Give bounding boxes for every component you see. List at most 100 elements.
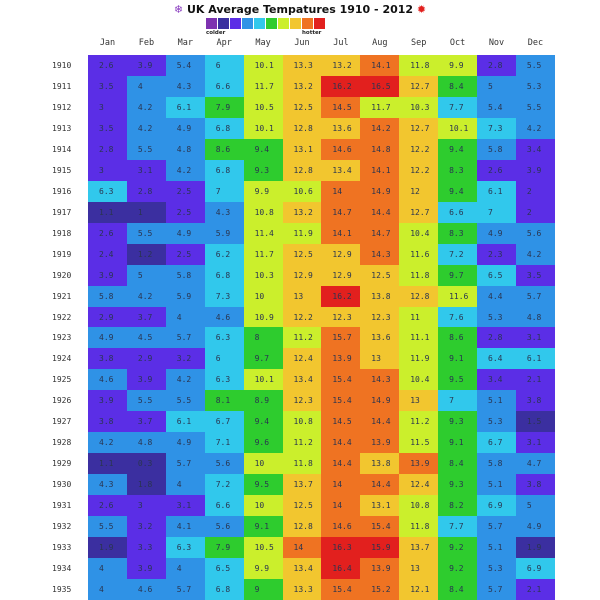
heatmap-cell: 6.6 [204,495,245,517]
heatmap-cell: 5.1 [477,390,517,412]
heatmap-cell: 6.5 [204,558,245,580]
heatmap-cell: 14.9 [360,180,400,203]
heatmap-cell: 12.5 [282,96,322,119]
heatmap-cell: 13.2 [282,75,322,98]
heatmap-cell: 4.7 [515,453,556,475]
heatmap-cell: 4 [165,306,206,328]
heatmap-cell: 6.2 [204,243,245,266]
heatmap-cell: 3 [88,96,128,119]
row-header: 1924 [52,354,72,364]
heatmap-cell: 8.3 [438,159,478,182]
heatmap-cell: 15.4 [321,369,361,391]
heatmap-cell: 5.4 [477,96,517,119]
row-header: 1930 [52,480,72,490]
heatmap-cell: 13.8 [360,285,400,307]
heatmap-cell: 3.8 [515,390,556,412]
sun-icon: ✹ [416,3,427,16]
heatmap-cell: 2 [515,180,556,203]
heatmap-cell: 4.2 [88,432,128,454]
heatmap-cell: 5.5 [126,390,167,412]
row-header: 1921 [52,291,72,301]
heatmap-cell: 6.6 [204,75,245,98]
heatmap-cell: 13.2 [321,55,361,77]
heatmap-cell: 14.9 [360,390,400,412]
heatmap-cell: 13.7 [399,537,439,559]
heatmap-cell: 5 [126,264,167,287]
heatmap-cell: 10.5 [243,537,283,559]
heatmap-cell: 4.9 [477,222,517,245]
row-header: 1934 [52,564,72,574]
legend-swatch [254,18,265,29]
legend-swatch [266,18,277,29]
heatmap-cell: 11.4 [243,222,283,245]
row-header: 1922 [52,312,72,322]
heatmap-cell: 12.4 [399,474,439,496]
heatmap-cell: 14 [321,474,361,496]
heatmap-cell: 4.9 [165,222,206,245]
heatmap-cell: 12.2 [399,159,439,182]
column-header: Aug [372,38,388,48]
row-header: 1918 [52,228,72,238]
heatmap-cell: 5.3 [477,411,517,433]
heatmap-cell: 14.2 [360,117,400,140]
heatmap-cell: 13.1 [282,138,322,161]
heatmap-cell: 9.9 [243,558,283,580]
legend-swatch [314,18,325,29]
heatmap-cell: 10.4 [399,369,439,391]
heatmap-cell: 5 [477,75,517,98]
heatmap-cell: 11.8 [399,55,439,77]
heatmap-cell: 12.7 [399,117,439,140]
heatmap-cell: 10.3 [399,96,439,119]
heatmap-cell: 4.2 [515,117,556,140]
heatmap-cell: 11.8 [399,264,439,287]
heatmap-cell: 4.2 [126,117,167,140]
heatmap-cell: 5.8 [88,285,128,307]
heatmap-cell: 4.2 [165,369,206,391]
heatmap-cell: 2.5 [165,180,206,203]
heatmap-cell: 12.7 [399,201,439,224]
heatmap-cell: 14.4 [360,411,400,433]
legend-swatch [206,18,217,29]
heatmap-cell: 12.3 [360,306,400,328]
heatmap-cell: 14.1 [321,222,361,245]
heatmap-cell: 5.9 [204,222,245,245]
heatmap-cell: 6.8 [204,264,245,287]
heatmap-cell: 3.9 [126,369,167,391]
heatmap-cell: 12.5 [360,264,400,287]
heatmap-cell: 8 [243,327,283,349]
heatmap-cell: 7.9 [204,537,245,559]
legend-swatch [218,18,229,29]
column-header: Jan [99,38,116,48]
heatmap-cell: 3.1 [515,432,556,454]
heatmap-cell: 5.5 [126,222,167,245]
heatmap-cell: 6.3 [88,180,128,203]
heatmap-cell: 6 [204,348,245,370]
heatmap-cell: 12.9 [282,264,322,287]
heatmap-cell: 5.6 [515,222,556,245]
heatmap-cell: 6.4 [477,348,517,370]
row-header: 1919 [52,249,72,259]
heatmap-cell: 14.6 [321,516,361,538]
heatmap-cell: 4.9 [165,432,206,454]
heatmap-cell: 15.4 [321,579,361,600]
column-header: Feb [138,38,155,48]
heatmap-cell: 1.9 [515,537,556,559]
heatmap-cell: 6.8 [204,579,245,600]
heatmap-cell: 10.5 [243,96,283,119]
heatmap-cell: 3.2 [126,516,167,538]
heatmap-cell: 2.5 [165,201,206,224]
heatmap-cell: 3.7 [126,411,167,433]
heatmap-cell: 3.9 [88,390,128,412]
heatmap-cell: 4 [88,579,128,600]
column-header: Jun [294,38,310,48]
heatmap-cell: 14.5 [321,411,361,433]
heatmap-cell: 4.3 [165,75,206,98]
heatmap-cell: 12.8 [282,516,322,538]
snowflake-icon: ❄ [173,3,184,16]
heatmap-cell: 6.1 [165,96,206,119]
heatmap-cell: 11.5 [399,432,439,454]
heatmap-cell: 4.5 [126,327,167,349]
heatmap-cell: 3.2 [165,348,206,370]
heatmap-cell: 16.3 [321,537,361,559]
row-header: 1933 [52,543,72,553]
